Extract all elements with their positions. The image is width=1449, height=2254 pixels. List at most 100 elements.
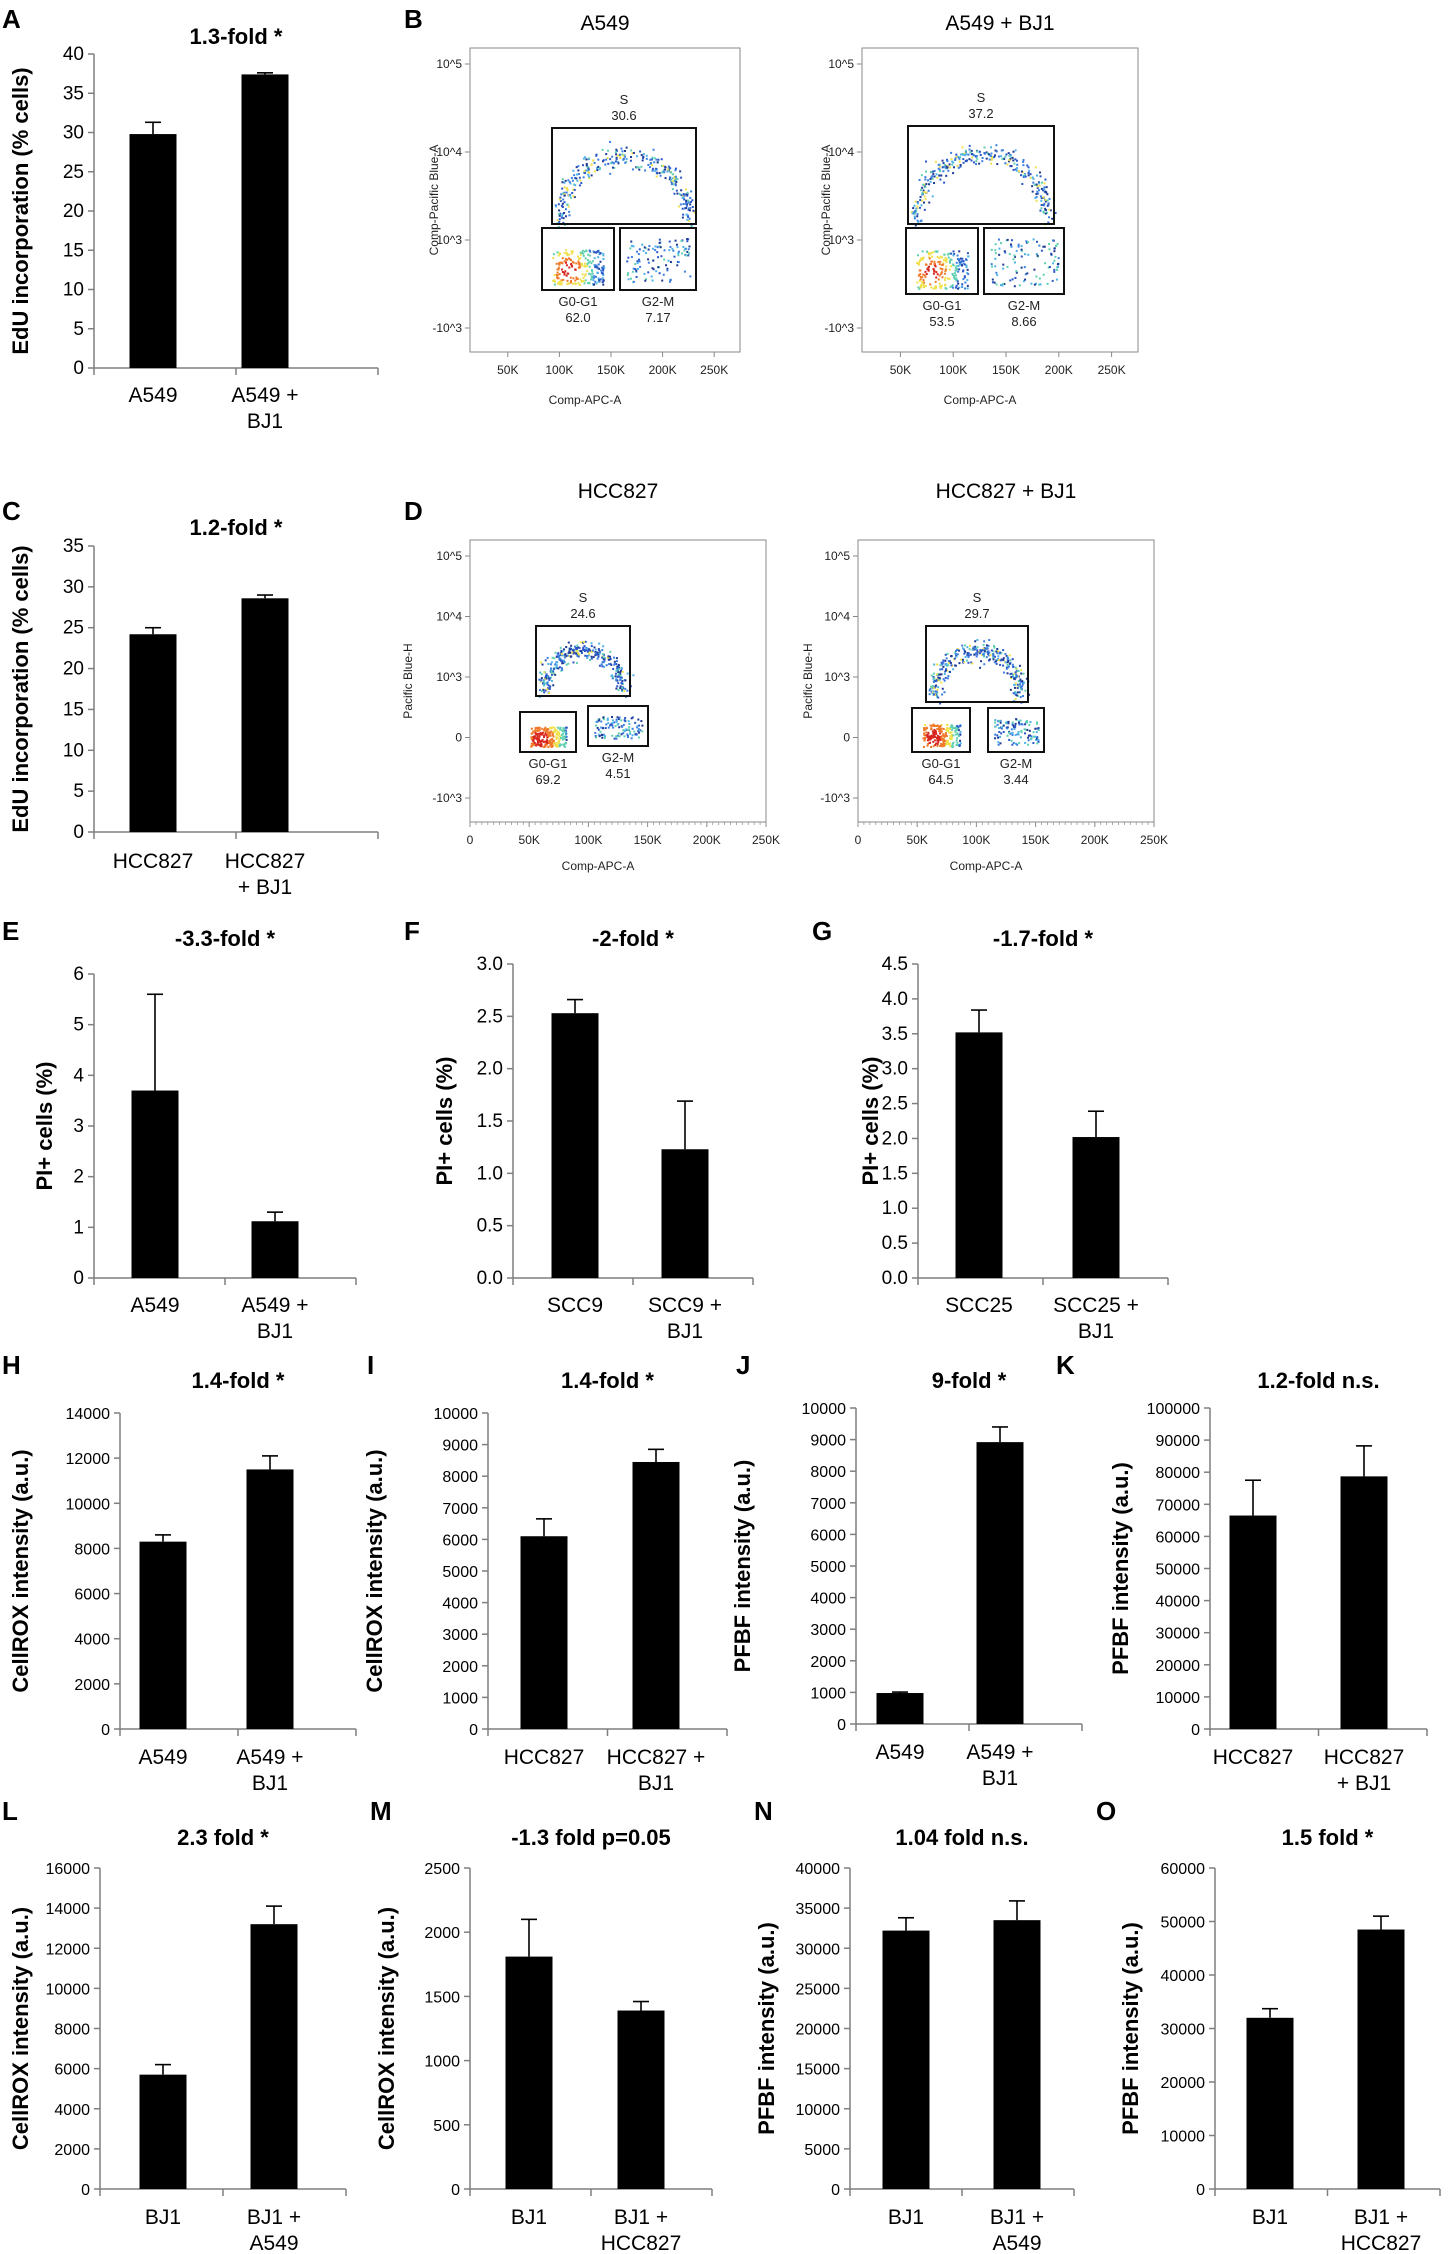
flow-event-s — [971, 153, 974, 156]
flow-event-s — [983, 152, 986, 155]
flow-event-g0g1 — [939, 267, 942, 270]
flow-event-s — [1040, 207, 1043, 210]
chart-h-bar — [246, 1469, 294, 1729]
flow-event-s — [992, 656, 995, 659]
flow-event-s — [968, 644, 971, 647]
flow-event-g0g1 — [582, 280, 585, 283]
flow-event-s — [952, 161, 955, 164]
flow-event-g0g1 — [959, 724, 962, 727]
flow-event-g2m — [1027, 241, 1030, 244]
flow-event-g0g1 — [558, 744, 561, 747]
flow-event-s — [664, 166, 667, 169]
flow-event-g0g1 — [548, 742, 551, 745]
chart-j-y-tick-label: 7000 — [810, 1496, 846, 1513]
flow-event-g0g1 — [919, 273, 922, 276]
flow-event-s — [920, 204, 923, 207]
chart-l-y-tick-label: 10000 — [46, 1981, 91, 1998]
flow-event-g0g1 — [561, 262, 564, 265]
flow-event-g2m — [1038, 244, 1041, 247]
flow-event-s — [679, 203, 682, 206]
flow-event-g2m — [1022, 280, 1025, 283]
chart-m-category-label: HCC827 — [601, 2232, 682, 2254]
flow-x-axis-label: Comp-APC-A — [562, 859, 635, 873]
flow-event-s — [993, 156, 996, 159]
flow-event-s — [1017, 684, 1020, 687]
flow-event-g2m — [1025, 719, 1028, 722]
flow-event-s — [542, 689, 545, 692]
flow-event-g2m — [1014, 276, 1017, 279]
flow-event-g2m — [677, 252, 680, 255]
flow-event-s — [1044, 190, 1047, 193]
flow-event-s — [624, 687, 627, 690]
flow-event-g0g1 — [572, 277, 575, 280]
flow-event-s — [672, 173, 675, 176]
flow-event-g2m — [1038, 277, 1041, 280]
flow-event-s — [615, 156, 618, 159]
flow-event-s — [579, 179, 582, 182]
chart-j-y-tick-label: 5000 — [810, 1559, 846, 1576]
flow-event-s — [1034, 196, 1037, 199]
flow-event-g0g1 — [538, 743, 541, 746]
flow-event-g0g1 — [574, 279, 577, 282]
flow-event-s — [597, 158, 600, 161]
flow-event-g2m — [686, 238, 689, 241]
flow-event-s — [1005, 667, 1008, 670]
flow-event-g2m — [627, 256, 630, 259]
flow-event-g2m — [1052, 262, 1055, 265]
flow-event-g0g1 — [558, 735, 561, 738]
flow-event-s — [971, 156, 974, 159]
flow-event-s — [1045, 191, 1048, 194]
flow-gate-name: G2-M — [1000, 756, 1033, 771]
flow-event-s — [622, 158, 625, 161]
flow-event-g2m — [1014, 734, 1017, 737]
flow-event-s — [624, 149, 627, 152]
flow-event-g2m — [602, 716, 605, 719]
flow-event-s — [593, 170, 596, 173]
flow-event-g0g1 — [586, 259, 589, 262]
flow-event-g0g1 — [955, 277, 958, 280]
flow-event-g0g1 — [563, 730, 566, 733]
flow-event-g2m — [997, 743, 1000, 746]
flow-event-g0g1 — [932, 745, 935, 748]
flow-event-g2m — [1029, 721, 1032, 724]
flow-event-s — [571, 191, 574, 194]
flow-event-g2m — [638, 260, 641, 263]
flow-event-s — [568, 214, 571, 217]
chart-n-y-tick-label: 35000 — [796, 1901, 841, 1918]
chart-j-y-tick-label: 1000 — [810, 1685, 846, 1702]
flow-event-g0g1 — [942, 727, 945, 730]
flow-event-s — [1051, 217, 1054, 220]
flow-event-s — [629, 159, 632, 162]
flow-event-g2m — [998, 726, 1001, 729]
flow-event-g0g1 — [943, 259, 946, 262]
flow-event-s — [557, 203, 560, 206]
flow-event-s — [687, 219, 690, 222]
flow-event-g2m — [1018, 720, 1021, 723]
flow-event-s — [997, 155, 1000, 158]
flow-event-g2m — [636, 725, 639, 728]
flow-event-g0g1 — [574, 268, 577, 271]
flow-event-g2m — [1033, 268, 1036, 271]
chart-m-category-label: BJ1 + — [614, 2206, 668, 2229]
chart-o-category-label: HCC827 — [1341, 2232, 1422, 2254]
flow-event-g0g1 — [923, 738, 926, 741]
flow-event-s — [663, 171, 666, 174]
flow-event-s — [1044, 207, 1047, 210]
chart-k-y-tick-label: 90000 — [1156, 1433, 1201, 1450]
flow-event-g2m — [625, 728, 628, 731]
flow-event-s — [1010, 677, 1013, 680]
flow-event-s — [558, 218, 561, 221]
flow-event-s — [983, 652, 986, 655]
flow-event-s — [553, 666, 556, 669]
flow-event-g2m — [623, 735, 626, 738]
flow-event-s — [637, 166, 640, 169]
flow-event-s — [967, 654, 970, 657]
flow-event-s — [587, 157, 590, 160]
flow-event-s — [937, 673, 940, 676]
flow-event-g0g1 — [944, 257, 947, 260]
chart-i-title: 1.4-fold * — [561, 1368, 654, 1393]
flow-event-s — [557, 656, 560, 659]
flow-event-g0g1 — [956, 732, 959, 735]
flow-event-s — [978, 650, 981, 653]
flow-event-s — [973, 648, 976, 651]
